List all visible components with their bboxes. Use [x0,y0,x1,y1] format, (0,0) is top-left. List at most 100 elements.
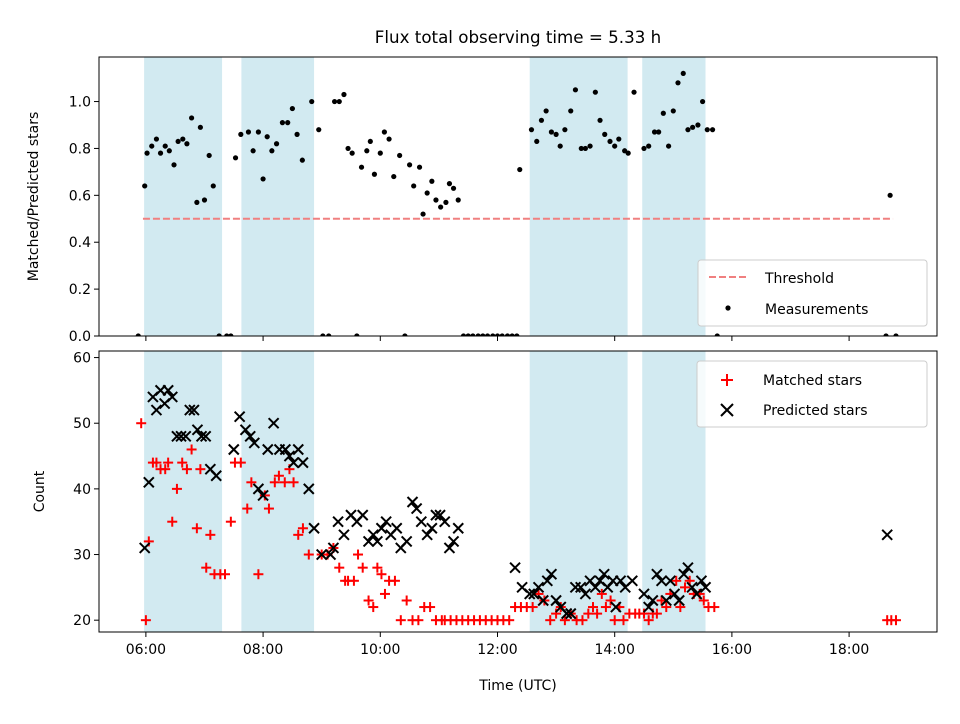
measurement-point [391,173,397,180]
predicted-star-point [642,601,655,613]
marker-stroke [233,410,246,423]
marker-stroke [594,575,606,587]
marker-stroke [574,581,587,594]
predicted-star-point [267,417,280,429]
observing-band [642,351,706,632]
measurement-point [656,129,662,135]
y-tick-label: 60 [73,351,91,367]
predicted-star-point [303,483,315,495]
matched-star-point [638,608,649,619]
marker-stroke [332,515,344,528]
measurement-point [690,124,696,130]
measurement-point [666,143,672,149]
measurement-point [509,333,515,336]
matched-star-point [279,477,290,488]
measurement-point [528,127,535,133]
predicted-star-point [579,588,592,600]
matched-star-point [368,602,379,613]
marker-stroke [541,575,554,587]
predicted-star-point [252,483,265,495]
measurement-point [316,127,322,133]
marker-stroke [660,594,672,607]
predicted-star-point [415,515,428,528]
marker-stroke [584,575,596,587]
measurement-point [153,136,160,142]
measurement-point [377,150,383,156]
predicted-star-point [686,581,698,594]
matched-star-point [353,549,364,560]
marker-stroke [239,424,252,436]
predicted-star-point [188,404,200,416]
matched-star-point [527,602,538,613]
predicted-star-point [638,588,650,600]
measurement-point [438,204,444,210]
y-tick-label: 30 [73,548,91,564]
marker-stroke [345,509,357,521]
measurement-point [197,124,203,130]
marker-stroke [415,515,428,528]
predicted-star-point [292,443,304,456]
measurement-point [504,333,511,336]
predicted-star-point [228,443,240,456]
measurement-point [157,150,164,156]
measurement-point [424,190,430,196]
predicted-star-point [367,529,379,541]
matched-star-point [191,523,202,534]
measurement-point [354,333,360,336]
measurement-point [534,138,540,145]
predicted-star-point [528,588,540,600]
matched-star-point [151,457,162,468]
predicted-legend-marker [720,403,734,417]
count-panel: 20 30 40 50 60 06:00 08:00 10:00 12:00 14:00 16:00… [32,350,938,658]
matched-star-point [160,464,171,475]
measurement-point [273,141,280,147]
marker-stroke [327,542,340,554]
marker-stroke [447,535,460,548]
matched-star-point [219,569,230,580]
marker-stroke [228,443,240,456]
measurement-point [279,120,286,126]
observing-band [144,351,223,632]
predicted-star-point [315,548,328,561]
y-tick-label: 0.0 [69,329,91,345]
measurement-point [470,333,476,336]
marker-stroke [555,601,567,613]
marker-stroke [180,430,192,443]
measurement-point [289,105,295,112]
matched-star-point [235,457,246,468]
p1-data-marks [136,384,901,626]
marker-stroke [303,483,315,495]
matched-star-point [263,503,274,514]
predicted-star-point [283,450,296,462]
measurement-point [597,117,603,123]
predicted-star-point [509,561,521,574]
measurement-point [592,89,598,95]
measurement-point [704,127,710,133]
marker-stroke [283,450,296,462]
measurement-point [371,171,378,177]
measurement-point [557,143,563,149]
observing-band [529,57,628,336]
matched-star-point [504,615,515,626]
marker-stroke [171,430,183,443]
predicted-star-point [434,509,446,521]
marker-stroke [699,581,712,594]
marker-stroke [262,443,274,456]
marker-stroke [375,522,388,534]
predicted-star-point [881,529,893,541]
matched-star-point [181,464,192,475]
observing-band [642,57,706,336]
predicted-star-point [664,575,677,587]
marker-stroke [560,607,573,620]
matched-star-point [205,529,216,540]
marker-stroke [166,391,178,403]
measurement-point [660,110,666,116]
matched-star-point [661,602,672,613]
measurement-point [484,333,491,336]
measurement-point [245,129,252,135]
x-tick-label: 12:00 [477,642,517,658]
measurement-point [450,185,457,191]
predicted-star-point [695,575,708,587]
marker-stroke [589,581,602,594]
predicted-star-point [332,515,344,528]
